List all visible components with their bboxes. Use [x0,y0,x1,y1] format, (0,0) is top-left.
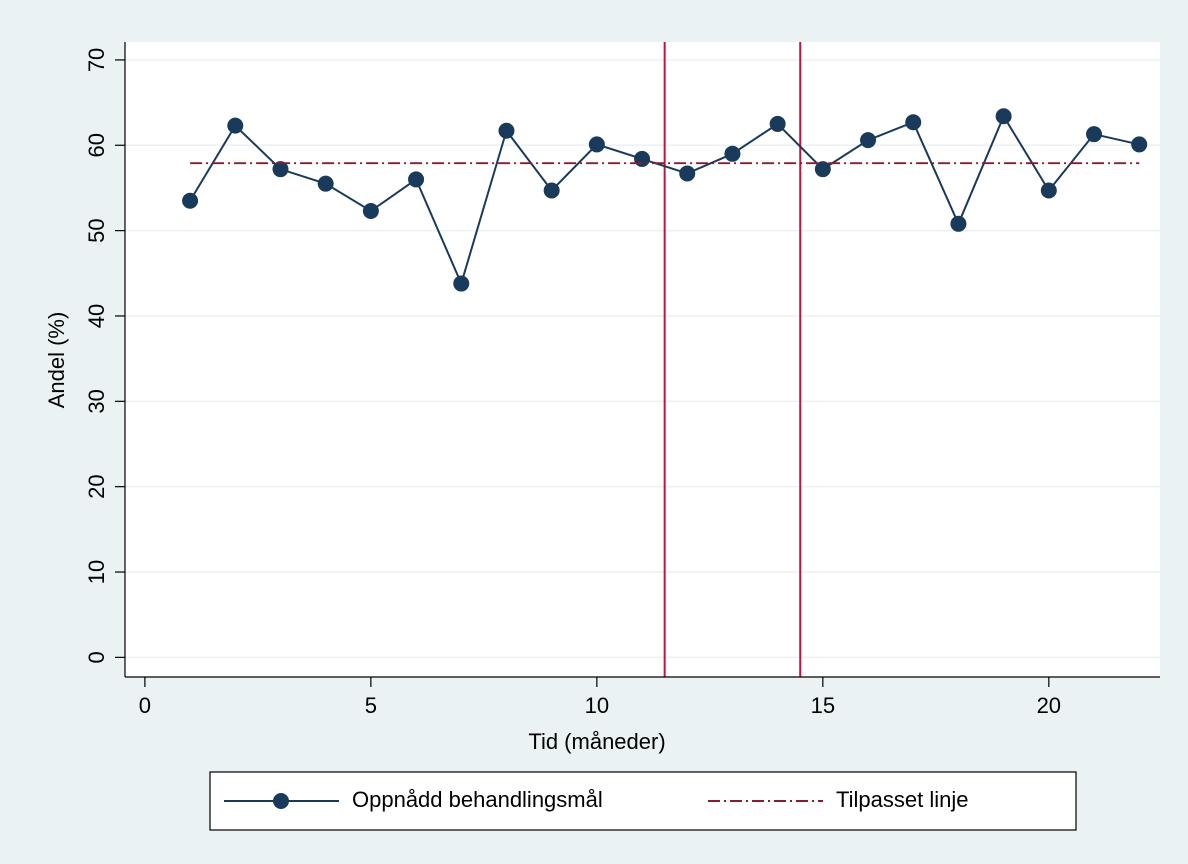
y-tick-label: 40 [84,304,109,328]
x-tick-label: 20 [1037,693,1061,718]
point [498,122,515,139]
y-tick-label: 10 [84,560,109,584]
legend-label: Oppnådd behandlingsmål [352,787,603,812]
y-tick-label: 30 [84,389,109,413]
point [679,165,696,182]
point [453,275,470,292]
point [317,175,334,192]
legend-marker [273,793,289,809]
series-line [189,114,1140,287]
point [543,182,560,199]
point [227,117,244,134]
x-axis-title: Tid (måneder) [528,729,665,754]
point [634,150,651,167]
point [724,145,741,162]
point [1131,136,1148,153]
point [814,161,831,178]
y-axis-title: Andel (%) [44,312,69,409]
point [1086,126,1103,143]
point [860,132,877,149]
legend [209,771,1077,831]
legend-label: Tilpasset linje [836,787,968,812]
x-tick-label: 10 [585,693,609,718]
plot-area [125,42,1160,677]
x-tick-label: 0 [139,693,151,718]
point [995,108,1012,125]
y-tick-label: 0 [84,651,109,663]
point [272,161,289,178]
point [950,215,967,232]
x-tick-label: 15 [811,693,835,718]
y-tick-label: 20 [84,474,109,498]
point [769,115,786,132]
y-tick-label: 70 [84,48,109,72]
point [182,192,199,209]
y-tick-label: 50 [84,218,109,242]
point [905,114,922,131]
point [408,171,425,188]
x-tick-label: 5 [365,693,377,718]
point [1040,182,1057,199]
point [362,202,379,219]
y-tick-label: 60 [84,133,109,157]
point [588,136,605,153]
